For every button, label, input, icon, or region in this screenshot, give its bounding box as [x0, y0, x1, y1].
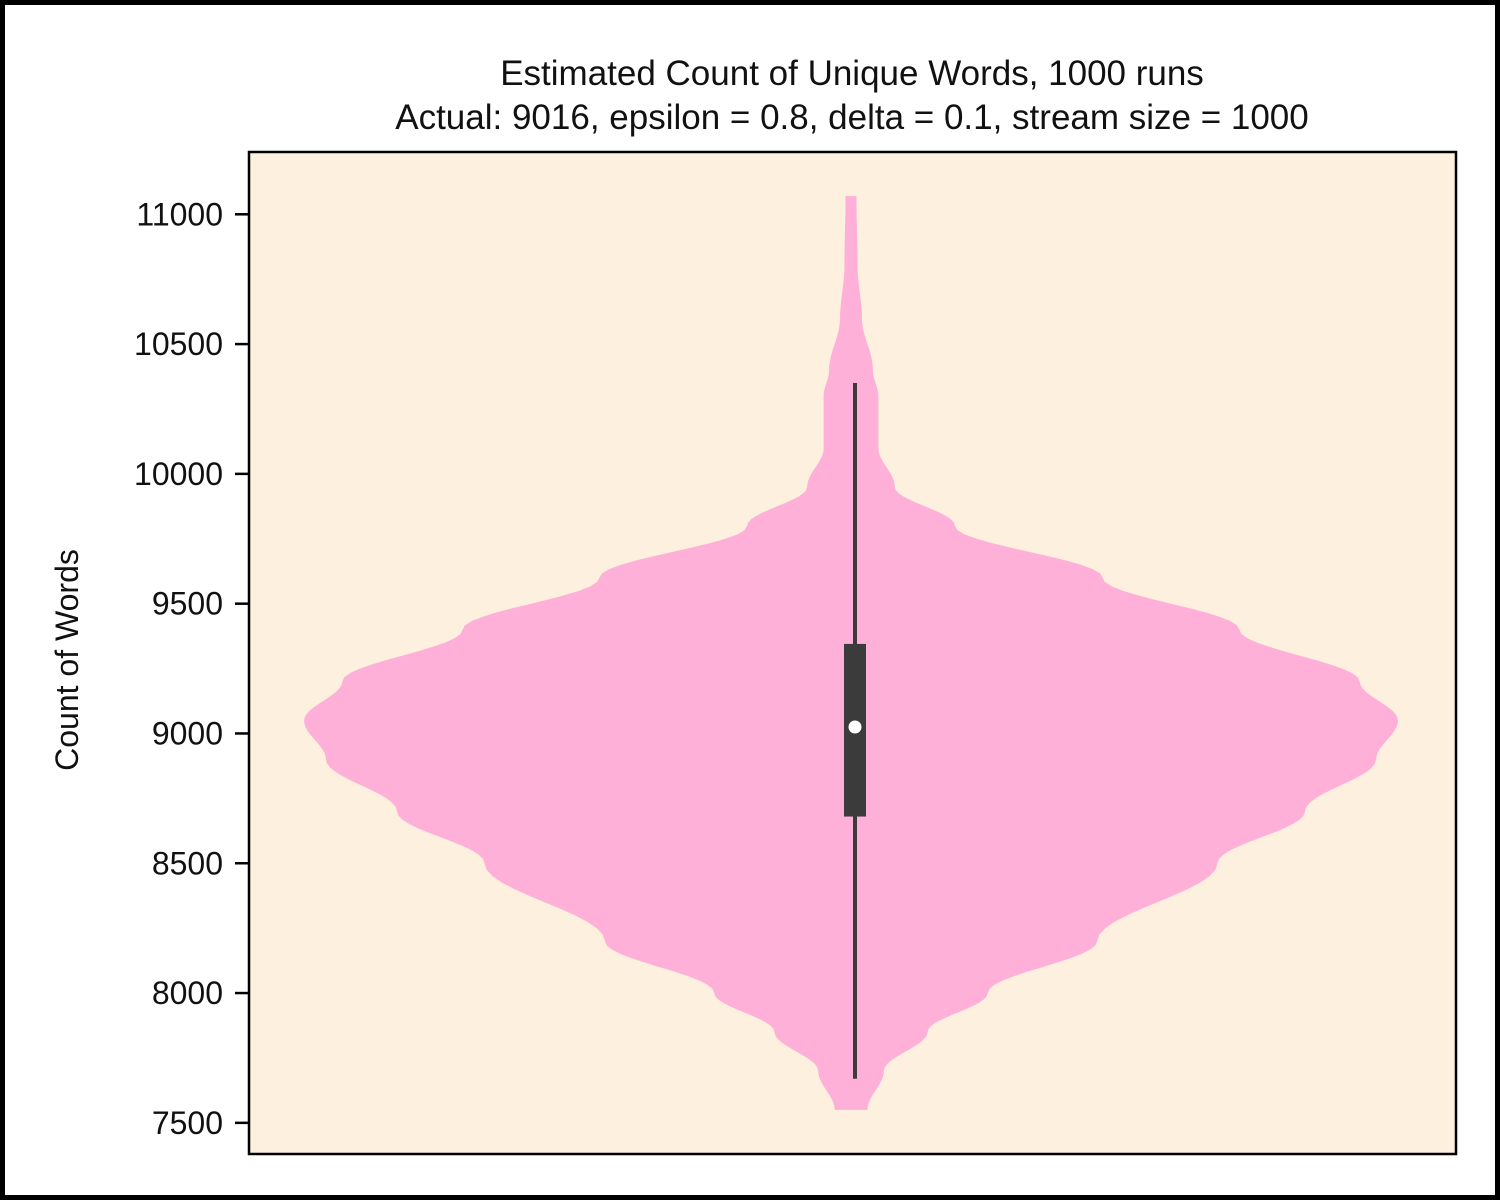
violin-layer [304, 196, 1398, 1110]
y-tick-label: 10500 [134, 326, 223, 362]
median-marker [848, 720, 862, 734]
y-axis-label: Count of Words [49, 549, 85, 771]
y-tick-label: 10000 [134, 456, 223, 492]
y-tick-label: 7500 [152, 1105, 223, 1141]
y-tick-label: 11000 [136, 196, 223, 232]
violin-chart: Estimated Count of Unique Words, 1000 ru… [49, 54, 1458, 1156]
plot-frame [247, 150, 1458, 1156]
y-tick-label: 9500 [152, 586, 223, 622]
chart-subtitle: Actual: 9016, epsilon = 0.8, delta = 0.1… [395, 98, 1309, 137]
chart-title: Estimated Count of Unique Words, 1000 ru… [500, 54, 1204, 93]
y-axis: 7500 8000 8500 9000 9500 10000 10500 11000 [134, 196, 249, 1141]
y-tick-label: 8000 [152, 975, 223, 1011]
y-tick-label: 9000 [152, 715, 223, 751]
y-tick-label: 8500 [152, 845, 223, 881]
